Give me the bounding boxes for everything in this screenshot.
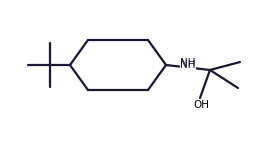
Bar [180,60,196,70]
Text: OH: OH [193,100,209,110]
Text: NH: NH [180,58,196,68]
Text: NH: NH [180,60,196,70]
